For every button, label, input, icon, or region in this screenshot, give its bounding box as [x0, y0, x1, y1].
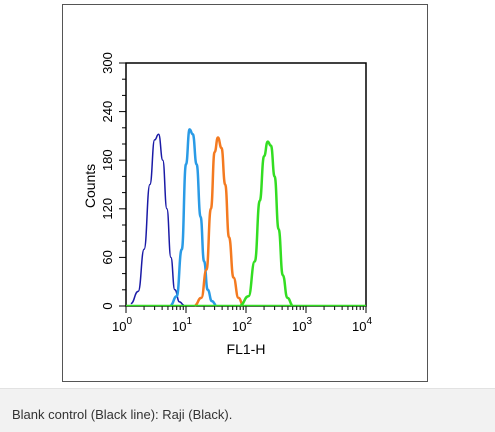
y-tick-label: 60 — [100, 250, 115, 264]
y-axis-ticks — [119, 62, 126, 307]
y-tick-labels: 0 60 120 180 240 300 — [100, 52, 115, 309]
x-tick-base: 10 — [352, 319, 366, 334]
y-tick-label: 300 — [100, 52, 115, 74]
series-layer — [126, 128, 366, 307]
x-tick-exponent: 0 — [126, 316, 132, 327]
y-tick-label: 180 — [100, 149, 115, 171]
caption-text: Blank control (Black line): Raji (Black)… — [12, 407, 233, 422]
series-2-line — [169, 128, 217, 307]
x-tick-base: 10 — [232, 319, 246, 334]
x-axis-ticks — [125, 306, 367, 313]
caption-bar: Blank control (Black line): Raji (Black)… — [0, 388, 495, 432]
plot-area-frame — [125, 62, 367, 307]
x-tick-exponent: 2 — [246, 316, 252, 327]
x-tick-exponent: 1 — [186, 316, 192, 327]
x-tick-label: 101 — [172, 316, 192, 334]
x-tick-labels: 100 101 102 103 104 — [112, 316, 372, 334]
x-tick-exponent: 3 — [306, 316, 312, 327]
x-tick-exponent: 4 — [366, 316, 372, 327]
y-tick-label: 240 — [100, 101, 115, 123]
x-axis-title: FL1-H — [227, 341, 266, 357]
x-tick-label: 102 — [232, 316, 252, 334]
x-tick-base: 10 — [112, 319, 126, 334]
y-tick-label: 0 — [100, 302, 115, 309]
x-tick-base: 10 — [292, 319, 306, 334]
x-tick-base: 10 — [172, 319, 186, 334]
series-1-line — [130, 133, 185, 306]
y-tick-label: 120 — [100, 198, 115, 220]
series-4-line — [239, 140, 294, 307]
x-tick-label: 103 — [292, 316, 312, 334]
series-3-line — [194, 136, 244, 307]
y-axis-title: Counts — [82, 164, 98, 208]
x-tick-label: 104 — [352, 316, 372, 334]
x-tick-label: 100 — [112, 316, 132, 334]
